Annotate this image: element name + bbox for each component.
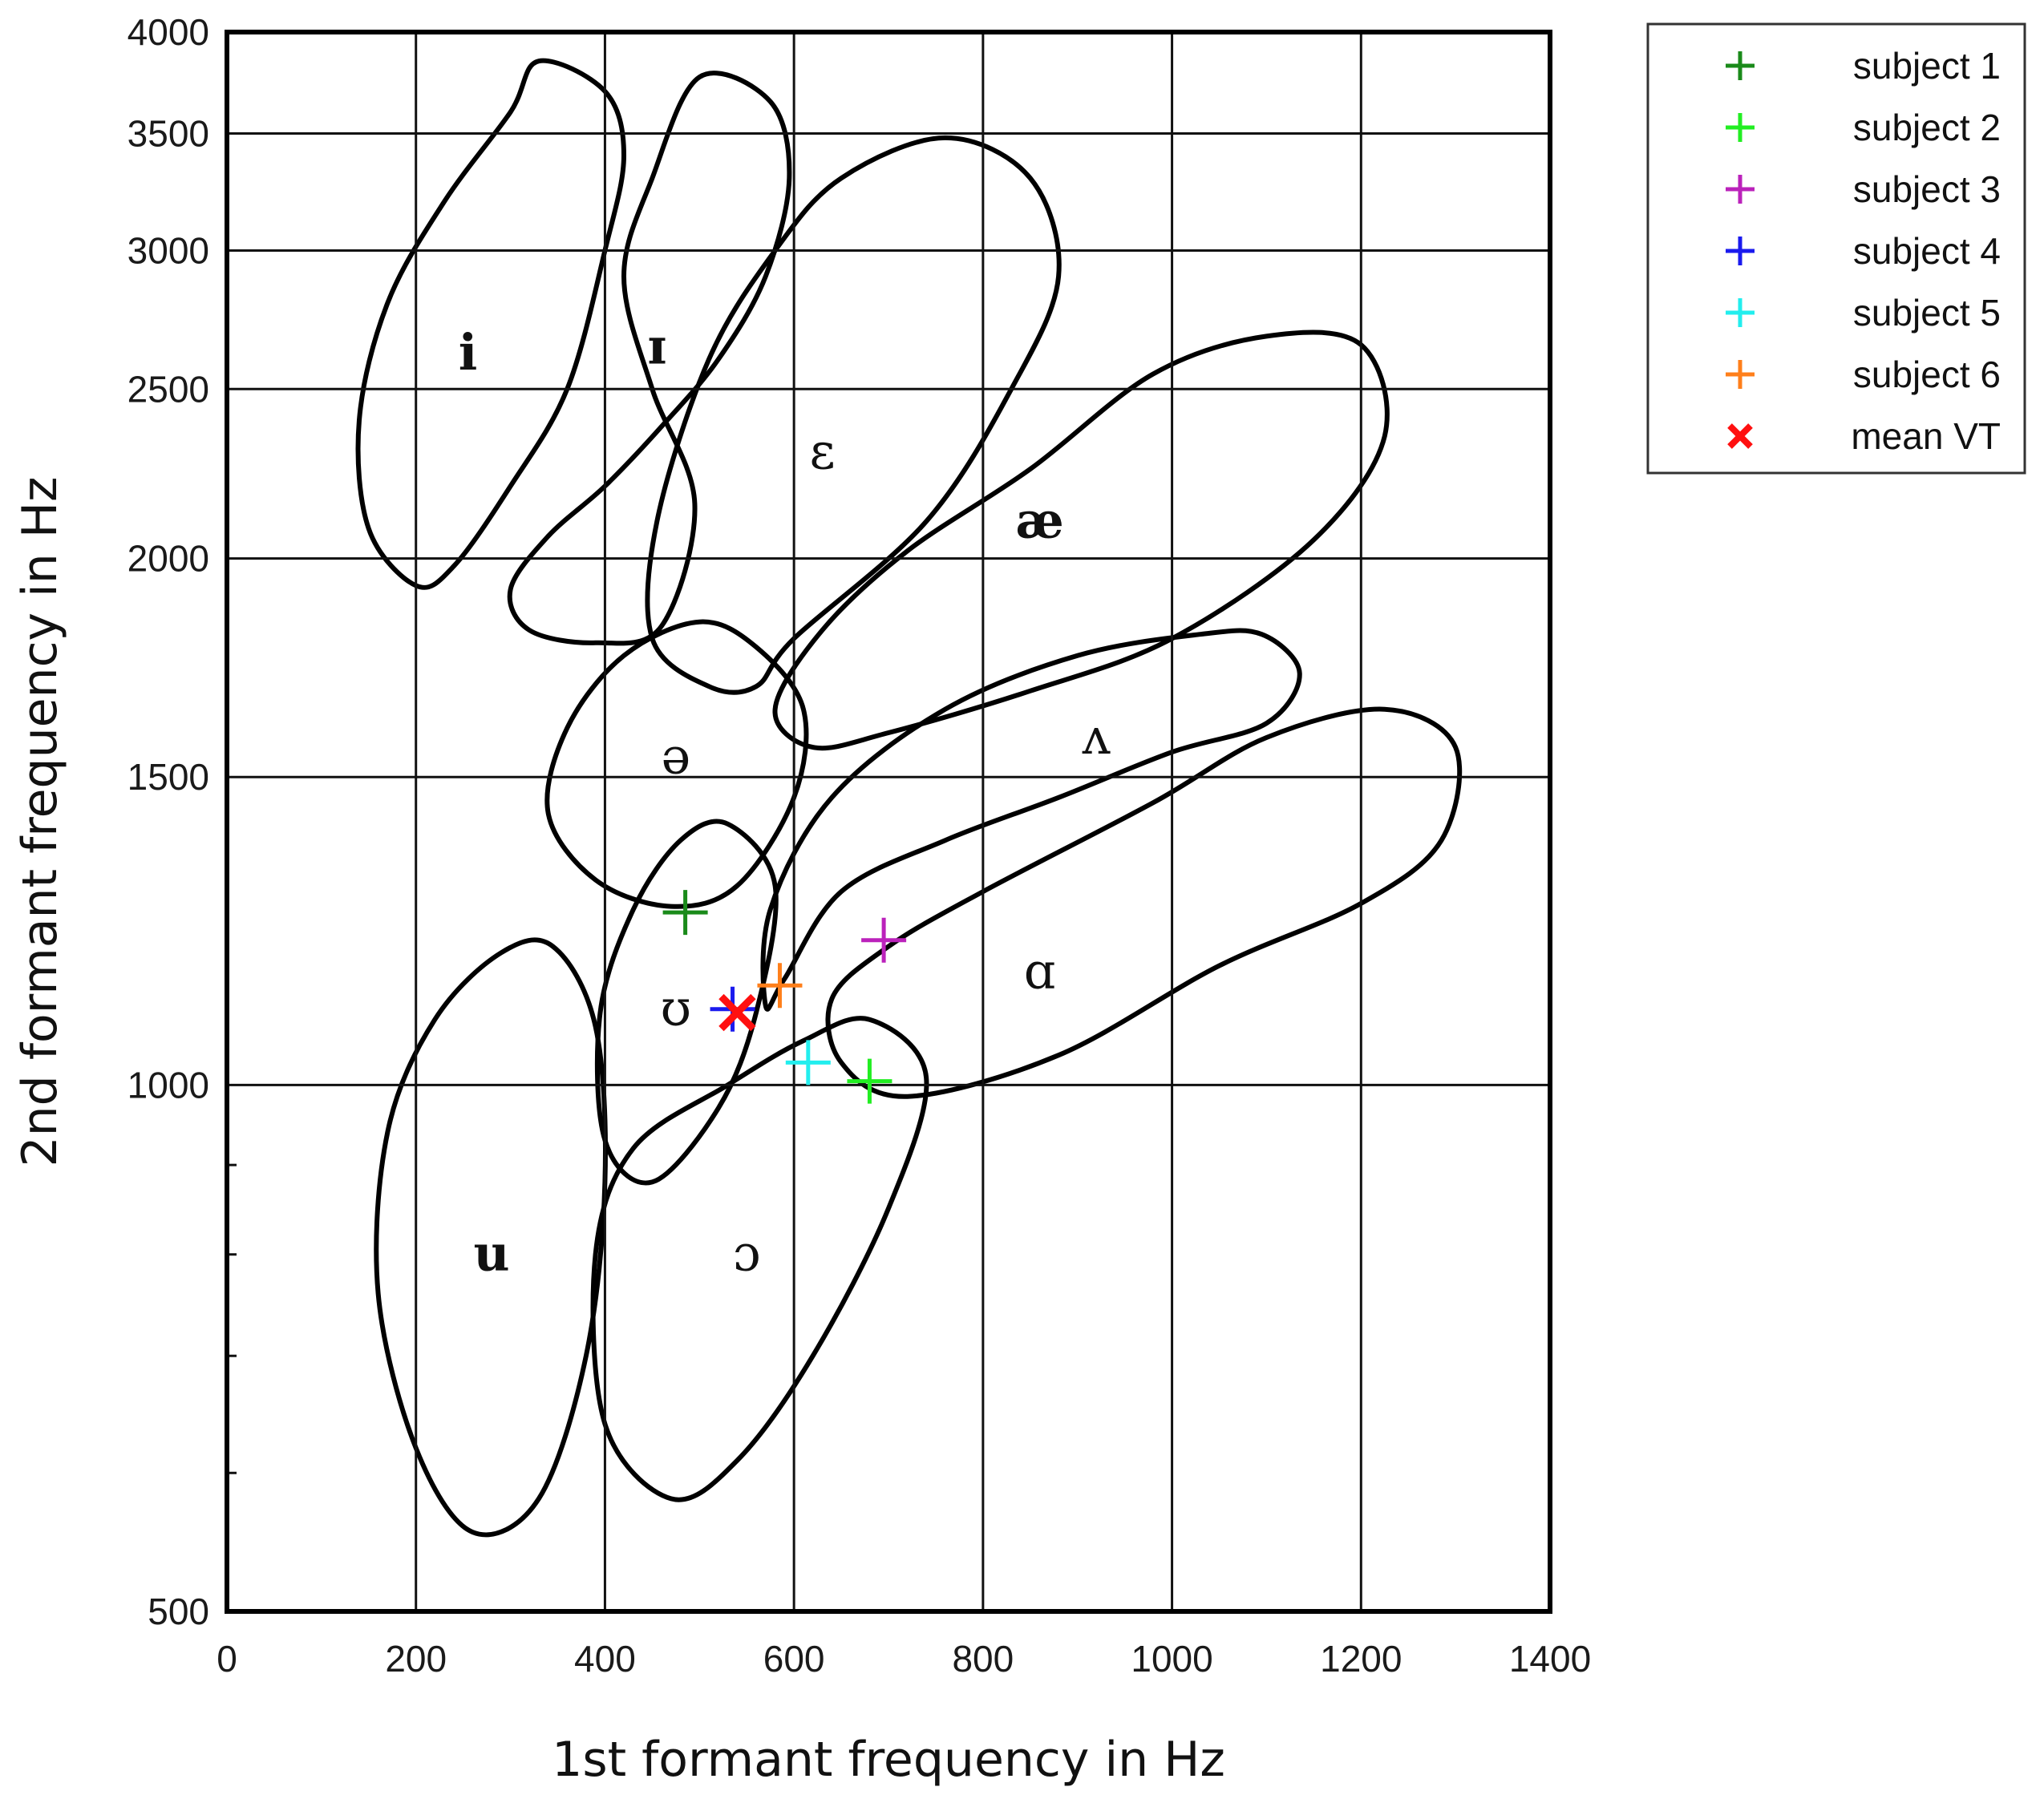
y-tick-label: 3000 — [127, 230, 209, 272]
vowel-label: i — [459, 323, 478, 382]
y-tick-label: 4000 — [127, 11, 209, 53]
vowel-label: ɔ — [733, 1224, 761, 1283]
vowel-label: ɑ — [1024, 942, 1056, 1001]
legend-label: subject 4 — [1853, 230, 2001, 272]
x-tick-label: 200 — [385, 1638, 447, 1680]
y-tick-label: 1500 — [127, 756, 209, 798]
data-point — [861, 917, 907, 963]
data-point — [718, 993, 756, 1032]
vowel-region-outline — [544, 619, 809, 909]
legend-entry: subject 5 — [1726, 292, 2001, 334]
x-tick-label: 600 — [763, 1638, 825, 1680]
vowel-label: ɛ — [809, 422, 835, 480]
legend-label: subject 2 — [1853, 107, 2001, 148]
vowel-region-outline — [772, 329, 1390, 751]
vowel-region-outline — [590, 1016, 929, 1502]
vowel-region-outline — [645, 135, 1062, 695]
vowel-label: ʊ — [661, 979, 691, 1037]
x-axis-label: 1st formant frequency in Hz — [552, 1732, 1225, 1788]
cross-stroke-b — [718, 993, 756, 1032]
data-point — [785, 1040, 831, 1085]
y-tick-label: 2000 — [127, 538, 209, 580]
vowel-label: ʌ — [1082, 707, 1111, 766]
data-markers — [662, 890, 907, 1104]
legend-label: subject 1 — [1853, 45, 2001, 87]
legend-entry: subject 2 — [1726, 107, 2001, 148]
vowel-region-outline — [355, 58, 626, 590]
x-tick-label: 1000 — [1131, 1638, 1212, 1680]
legend-entry: subject 6 — [1726, 354, 2001, 395]
legend-label: subject 3 — [1853, 168, 2001, 210]
vowel-region-outline — [760, 628, 1302, 1012]
x-tick-label: 400 — [574, 1638, 636, 1680]
legend-box — [1646, 22, 2026, 475]
y-tick-label: 3500 — [127, 113, 209, 155]
x-tick-label: 1400 — [1509, 1638, 1591, 1680]
legend-label: subject 5 — [1853, 292, 2001, 334]
vowel-label: ə — [661, 726, 690, 785]
legend-label: mean VT — [1851, 415, 2001, 457]
x-tick-label: 0 — [217, 1638, 237, 1680]
legend-entry: subject 3 — [1726, 168, 2001, 210]
y-tick-label: 500 — [148, 1591, 209, 1632]
vowel-label: æ — [1015, 491, 1063, 549]
vowel-region-outline — [594, 819, 779, 1186]
tick-labels: 0 200 400 600 800 1000 1200 1400 500 1000 1500 2000… — [127, 11, 1592, 1680]
grid-lines — [227, 32, 1550, 1611]
legend: subject 1 subject 2 subject 3 subject 4 subj… — [1646, 22, 2026, 475]
x-tick-label: 800 — [952, 1638, 1014, 1680]
y-tick-label: 1000 — [127, 1064, 209, 1106]
legend-entry: subject 1 — [1726, 45, 2001, 87]
data-point — [757, 963, 803, 1009]
x-tick-label: 1200 — [1320, 1638, 1402, 1680]
plot-frame — [225, 30, 1552, 1614]
data-point — [847, 1058, 892, 1104]
vowel-label: u — [473, 1224, 509, 1283]
y-tick-label: 2500 — [127, 368, 209, 410]
vowel-region-outline — [825, 706, 1463, 1099]
vowel-labels: i ɪ ɛ æ ʌ ə ɑ ʊ u ɔ — [459, 317, 1111, 1283]
legend-label: subject 6 — [1853, 354, 2001, 395]
legend-entry: mean VT — [1727, 415, 2001, 457]
data-point — [662, 890, 708, 936]
cross-stroke-b — [1727, 423, 1753, 449]
legend-entry: subject 4 — [1726, 230, 2001, 272]
y-axis-label: 2nd formant frequency in Hz — [12, 476, 68, 1166]
vowel-label: ɪ — [647, 317, 666, 376]
